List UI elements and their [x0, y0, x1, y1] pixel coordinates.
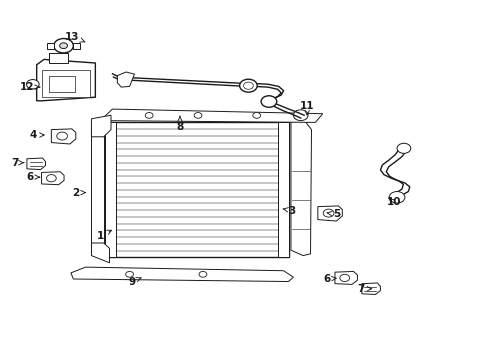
- Text: 11: 11: [299, 101, 314, 115]
- Circle shape: [252, 113, 260, 118]
- Polygon shape: [100, 109, 322, 122]
- Bar: [73, 43, 80, 49]
- Polygon shape: [91, 243, 109, 263]
- Text: 7: 7: [356, 284, 371, 294]
- Polygon shape: [117, 72, 134, 87]
- Polygon shape: [361, 283, 380, 294]
- Polygon shape: [91, 115, 111, 137]
- Circle shape: [396, 143, 410, 153]
- Bar: [47, 43, 54, 49]
- Circle shape: [194, 113, 202, 118]
- Bar: [91, 126, 103, 254]
- Bar: [277, 122, 288, 257]
- Bar: [49, 76, 75, 92]
- Text: 7: 7: [11, 158, 24, 168]
- Polygon shape: [27, 158, 45, 170]
- Text: 2: 2: [72, 188, 85, 198]
- Circle shape: [46, 175, 56, 182]
- Circle shape: [125, 271, 133, 277]
- Circle shape: [339, 274, 349, 282]
- Circle shape: [199, 271, 206, 277]
- Circle shape: [57, 132, 67, 140]
- Polygon shape: [49, 53, 68, 63]
- Text: 1: 1: [97, 230, 111, 241]
- Circle shape: [239, 79, 257, 92]
- Polygon shape: [334, 271, 357, 284]
- Text: 4: 4: [29, 130, 44, 140]
- Polygon shape: [71, 267, 293, 282]
- Text: 13: 13: [65, 32, 85, 42]
- Circle shape: [261, 96, 276, 107]
- Text: 9: 9: [128, 276, 141, 287]
- Circle shape: [60, 43, 67, 49]
- Polygon shape: [51, 129, 76, 144]
- Circle shape: [388, 192, 404, 203]
- Bar: [105, 122, 288, 257]
- Polygon shape: [317, 206, 342, 221]
- Circle shape: [26, 80, 39, 89]
- Polygon shape: [37, 59, 95, 101]
- Circle shape: [145, 113, 153, 118]
- Bar: [41, 70, 90, 97]
- Text: 5: 5: [326, 209, 339, 219]
- Circle shape: [243, 82, 253, 89]
- Circle shape: [323, 209, 333, 217]
- Text: 6: 6: [323, 274, 336, 284]
- Text: 10: 10: [386, 197, 400, 207]
- Text: 3: 3: [283, 206, 295, 216]
- Text: 8: 8: [176, 116, 183, 132]
- Text: 6: 6: [27, 172, 40, 182]
- Circle shape: [54, 39, 73, 53]
- Circle shape: [293, 110, 307, 121]
- Bar: [105, 122, 116, 257]
- Polygon shape: [290, 119, 311, 256]
- Text: 12: 12: [20, 82, 40, 92]
- Polygon shape: [41, 172, 64, 185]
